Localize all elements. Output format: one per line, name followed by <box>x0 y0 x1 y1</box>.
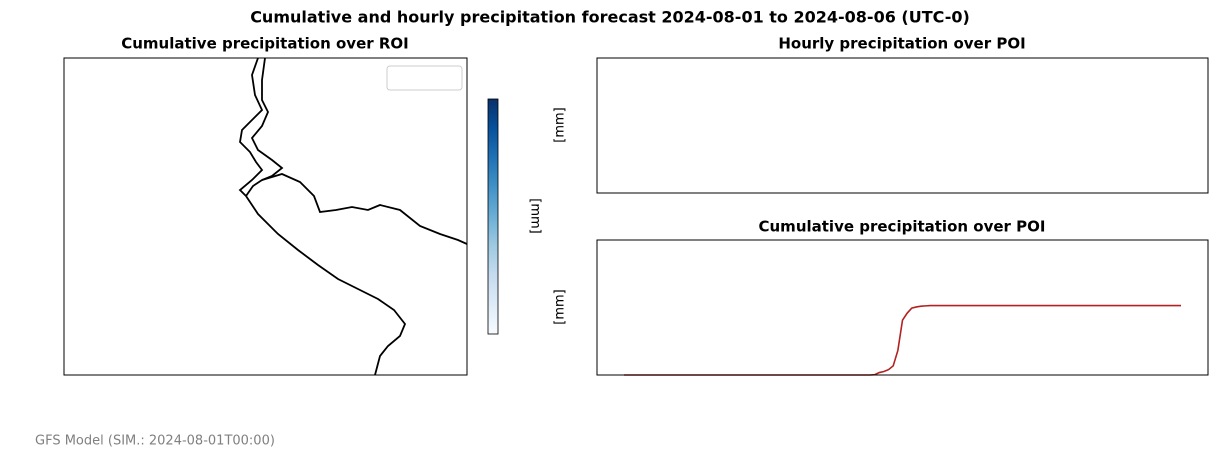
coastline <box>245 195 407 375</box>
chart-title: Hourly precipitation over POI <box>778 35 1025 53</box>
coastlines <box>238 58 467 375</box>
chart-frame <box>596 57 1209 194</box>
colorbar-label: [mm] <box>528 198 543 233</box>
chart-title: Cumulative precipitation over POI <box>759 218 1046 236</box>
cumulative-chart <box>624 304 1181 376</box>
line <box>624 304 1181 376</box>
coastline <box>261 173 467 245</box>
map-title: Cumulative precipitation over ROI <box>121 35 409 53</box>
legend-box <box>386 65 463 91</box>
map-frame <box>63 57 468 376</box>
colorbar <box>487 98 499 335</box>
coastline <box>238 58 264 197</box>
y-axis-label: [mm] <box>553 107 568 142</box>
figure-title: Cumulative and hourly precipitation fore… <box>250 8 970 27</box>
chart-frame <box>596 239 1209 376</box>
y-axis-label: [mm] <box>553 289 568 324</box>
footer: GFS Model (SIM.: 2024-08-01T00:00) <box>35 434 275 449</box>
